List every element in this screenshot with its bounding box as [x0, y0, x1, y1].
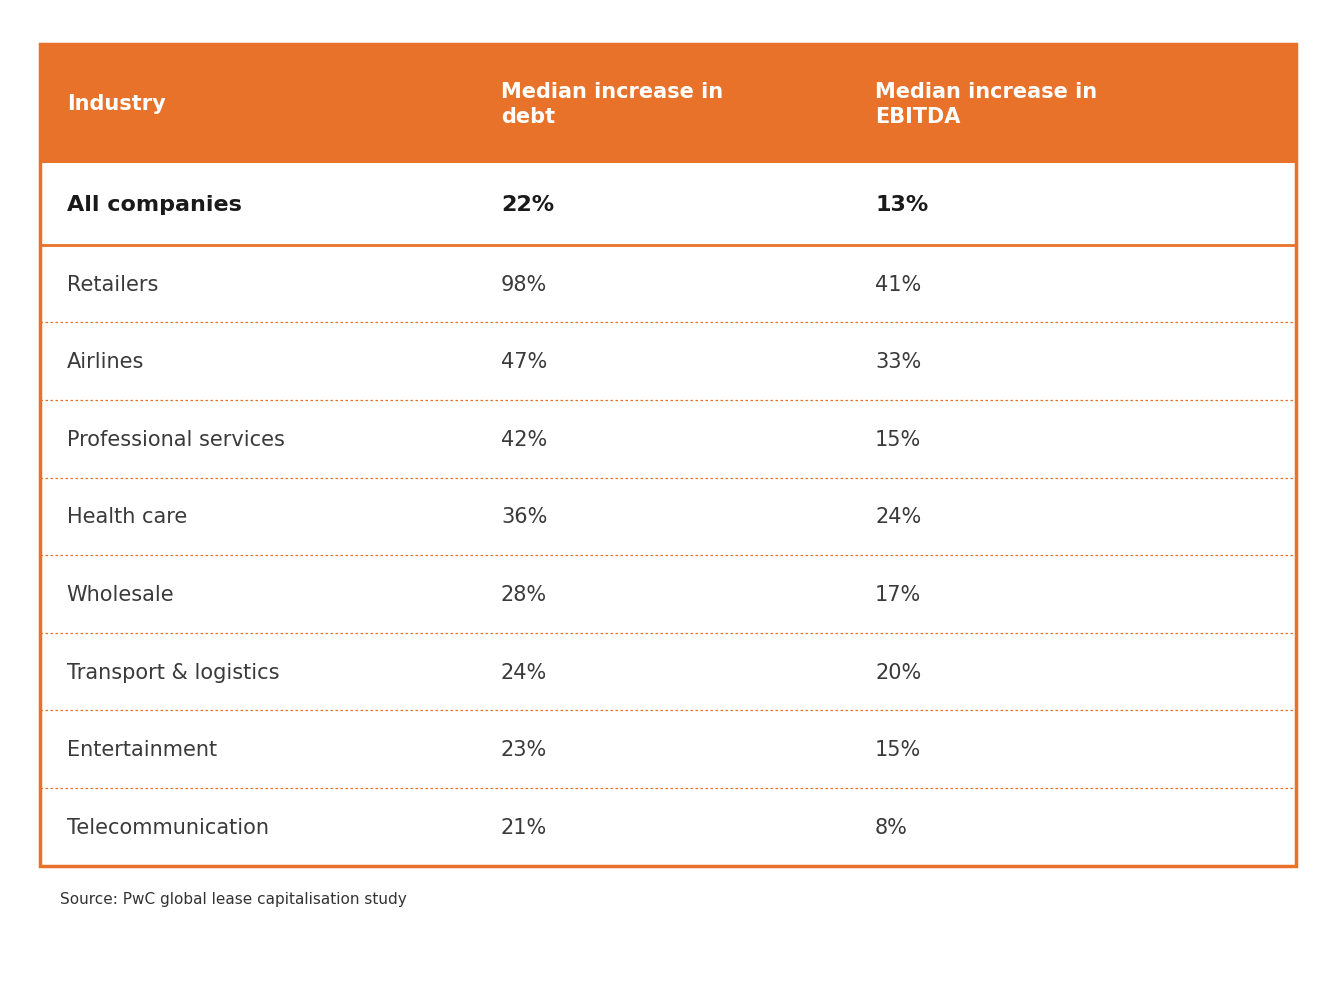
Text: 98%: 98%	[501, 274, 548, 294]
Text: 23%: 23%	[501, 740, 548, 759]
Text: Median increase in
debt: Median increase in debt	[501, 82, 723, 127]
Bar	[40, 45, 1296, 164]
Text: 21%: 21%	[501, 817, 548, 837]
Text: 8%: 8%	[875, 817, 908, 837]
Bar	[40, 164, 1296, 246]
Text: Retailers: Retailers	[67, 274, 158, 294]
Text: Entertainment: Entertainment	[67, 740, 216, 759]
Text: Median increase in
EBITDA: Median increase in EBITDA	[875, 82, 1097, 127]
Text: 47%: 47%	[501, 352, 548, 372]
Text: 22%: 22%	[501, 195, 554, 215]
Text: Telecommunication: Telecommunication	[67, 817, 269, 837]
Text: All companies: All companies	[67, 195, 242, 215]
Text: 33%: 33%	[875, 352, 922, 372]
Text: 42%: 42%	[501, 429, 548, 449]
Text: Professional services: Professional services	[67, 429, 285, 449]
Text: 24%: 24%	[875, 507, 922, 527]
Text: 24%: 24%	[501, 662, 548, 682]
Text: Wholesale: Wholesale	[67, 584, 175, 604]
Text: Source: PwC global lease capitalisation study: Source: PwC global lease capitalisation …	[60, 891, 407, 906]
Text: Industry: Industry	[67, 94, 166, 114]
Text: 15%: 15%	[875, 429, 922, 449]
Text: 17%: 17%	[875, 584, 922, 604]
Text: 13%: 13%	[875, 195, 929, 215]
Text: 41%: 41%	[875, 274, 922, 294]
Text: 15%: 15%	[875, 740, 922, 759]
Text: Airlines: Airlines	[67, 352, 144, 372]
Text: 28%: 28%	[501, 584, 548, 604]
Text: Transport & logistics: Transport & logistics	[67, 662, 279, 682]
Bar	[40, 45, 1296, 866]
Text: 20%: 20%	[875, 662, 922, 682]
Text: 36%: 36%	[501, 507, 548, 527]
Text: Health care: Health care	[67, 507, 187, 527]
